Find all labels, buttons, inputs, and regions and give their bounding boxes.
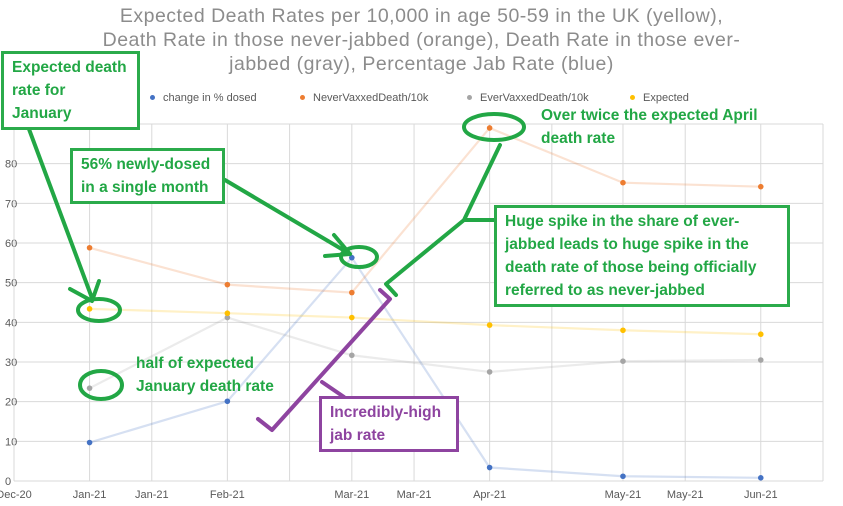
data-point-blue — [757, 475, 764, 481]
chart-title-line-3: jabbed (gray), Percentage Jab Rate (blue… — [229, 53, 614, 75]
legend-marker-yellow — [630, 94, 635, 100]
data-point-orange — [486, 125, 493, 131]
legend-marker-gray — [467, 94, 472, 100]
data-point-blue — [86, 439, 93, 446]
data-point-gray — [349, 352, 355, 359]
x-tick-label: May-21 — [667, 489, 704, 501]
annotation-expected-january: Expected death rate for January — [1, 51, 140, 130]
data-point-orange — [349, 289, 355, 296]
bracket-high-jab-rate — [256, 288, 392, 432]
series-line-gray — [89, 316, 761, 390]
y-tick-label: 50 — [5, 278, 17, 290]
annotation-half-expected: half of expected January death rate — [136, 355, 274, 395]
legend-marker-blue — [150, 94, 155, 100]
data-point-gray — [86, 385, 93, 391]
y-tick-label: 30 — [5, 357, 17, 369]
data-point-blue — [349, 254, 355, 261]
data-point-yellow — [349, 314, 355, 321]
data-point-yellow — [486, 322, 493, 328]
x-tick-label: Apr-21 — [473, 489, 506, 501]
data-point-gray — [486, 369, 493, 375]
x-tick-label: Mar-21 — [397, 489, 432, 501]
series-line-orange — [89, 126, 761, 294]
chart-legend: change in % dosed NeverVaxxedDeath/10k E… — [0, 92, 843, 106]
data-point-blue — [620, 473, 626, 480]
data-point-yellow — [620, 327, 626, 334]
y-tick-label: 60 — [5, 238, 17, 250]
y-tick-label: 10 — [5, 436, 17, 448]
data-point-yellow — [224, 310, 231, 317]
legend-label-orange: NeverVaxxedDeath/10k — [313, 92, 429, 104]
bracket-huge-spike — [384, 143, 502, 297]
x-tick-label: Jan-21 — [73, 489, 107, 501]
y-tick-label: 20 — [5, 397, 17, 409]
legend-label-gray: EverVaxxedDeath/10k — [480, 92, 589, 104]
data-point-yellow — [86, 306, 93, 312]
annotation-huge-spike: Huge spike in the share of ever-jabbed l… — [494, 205, 790, 307]
data-point-blue — [486, 464, 493, 471]
chart-title-line-2: Death Rate in those never-jabbed (orange… — [102, 29, 741, 51]
data-point-orange — [620, 179, 626, 186]
data-point-gray — [757, 357, 764, 363]
legend-item-gray: EverVaxxedDeath/10k — [467, 92, 589, 104]
y-tick-label: 80 — [5, 159, 17, 171]
legend-item-blue: change in % dosed — [150, 92, 257, 104]
series-line-blue — [89, 255, 761, 479]
arrow-head-newly-dosed — [323, 233, 352, 258]
x-tick-label: May-21 — [605, 489, 642, 501]
y-tick-label: 40 — [5, 317, 17, 329]
y-tick-label: 0 — [5, 476, 11, 488]
annotation-high-jab-rate: Incredibly-high jab rate — [319, 396, 459, 452]
x-tick-label: Mar-21 — [334, 489, 369, 501]
x-tick-label: Jan-21 — [135, 489, 169, 501]
series-line-yellow — [89, 307, 761, 336]
connector-high-jab-rate — [320, 380, 346, 399]
highlight-newly-dosed — [339, 245, 379, 269]
x-tick-label: Feb-21 — [210, 489, 245, 501]
legend-label-yellow: Expected — [643, 92, 689, 104]
highlight-half-expected — [78, 369, 124, 401]
legend-label-blue: change in % dosed — [163, 92, 257, 104]
chart-title-line-1: Expected Death Rates per 10,000 in age 5… — [119, 5, 724, 27]
arrow-newly-dosed — [223, 178, 352, 256]
highlight-april-death-rate — [462, 112, 526, 142]
legend-marker-orange — [300, 94, 305, 100]
data-point-blue — [224, 398, 231, 405]
legend-item-yellow: Expected — [630, 92, 689, 104]
data-point-orange — [86, 244, 93, 251]
y-tick-label: 70 — [5, 198, 17, 210]
arrow-expected-january — [18, 103, 94, 300]
annotation-april-twice: Over twice the expected April death rate — [541, 107, 758, 147]
x-tick-label: Dec-20 — [0, 489, 32, 501]
data-point-gray — [620, 358, 626, 365]
x-tick-label: Jun-21 — [744, 489, 778, 501]
annotation-newly-dosed: 56% newly-dosed in a single month — [70, 148, 225, 204]
data-point-orange — [757, 183, 764, 190]
legend-item-orange: NeverVaxxedDeath/10k — [300, 92, 428, 104]
data-point-orange — [224, 281, 231, 288]
data-point-yellow — [757, 331, 764, 338]
highlight-expected-january — [76, 297, 122, 323]
data-point-gray — [224, 314, 231, 321]
